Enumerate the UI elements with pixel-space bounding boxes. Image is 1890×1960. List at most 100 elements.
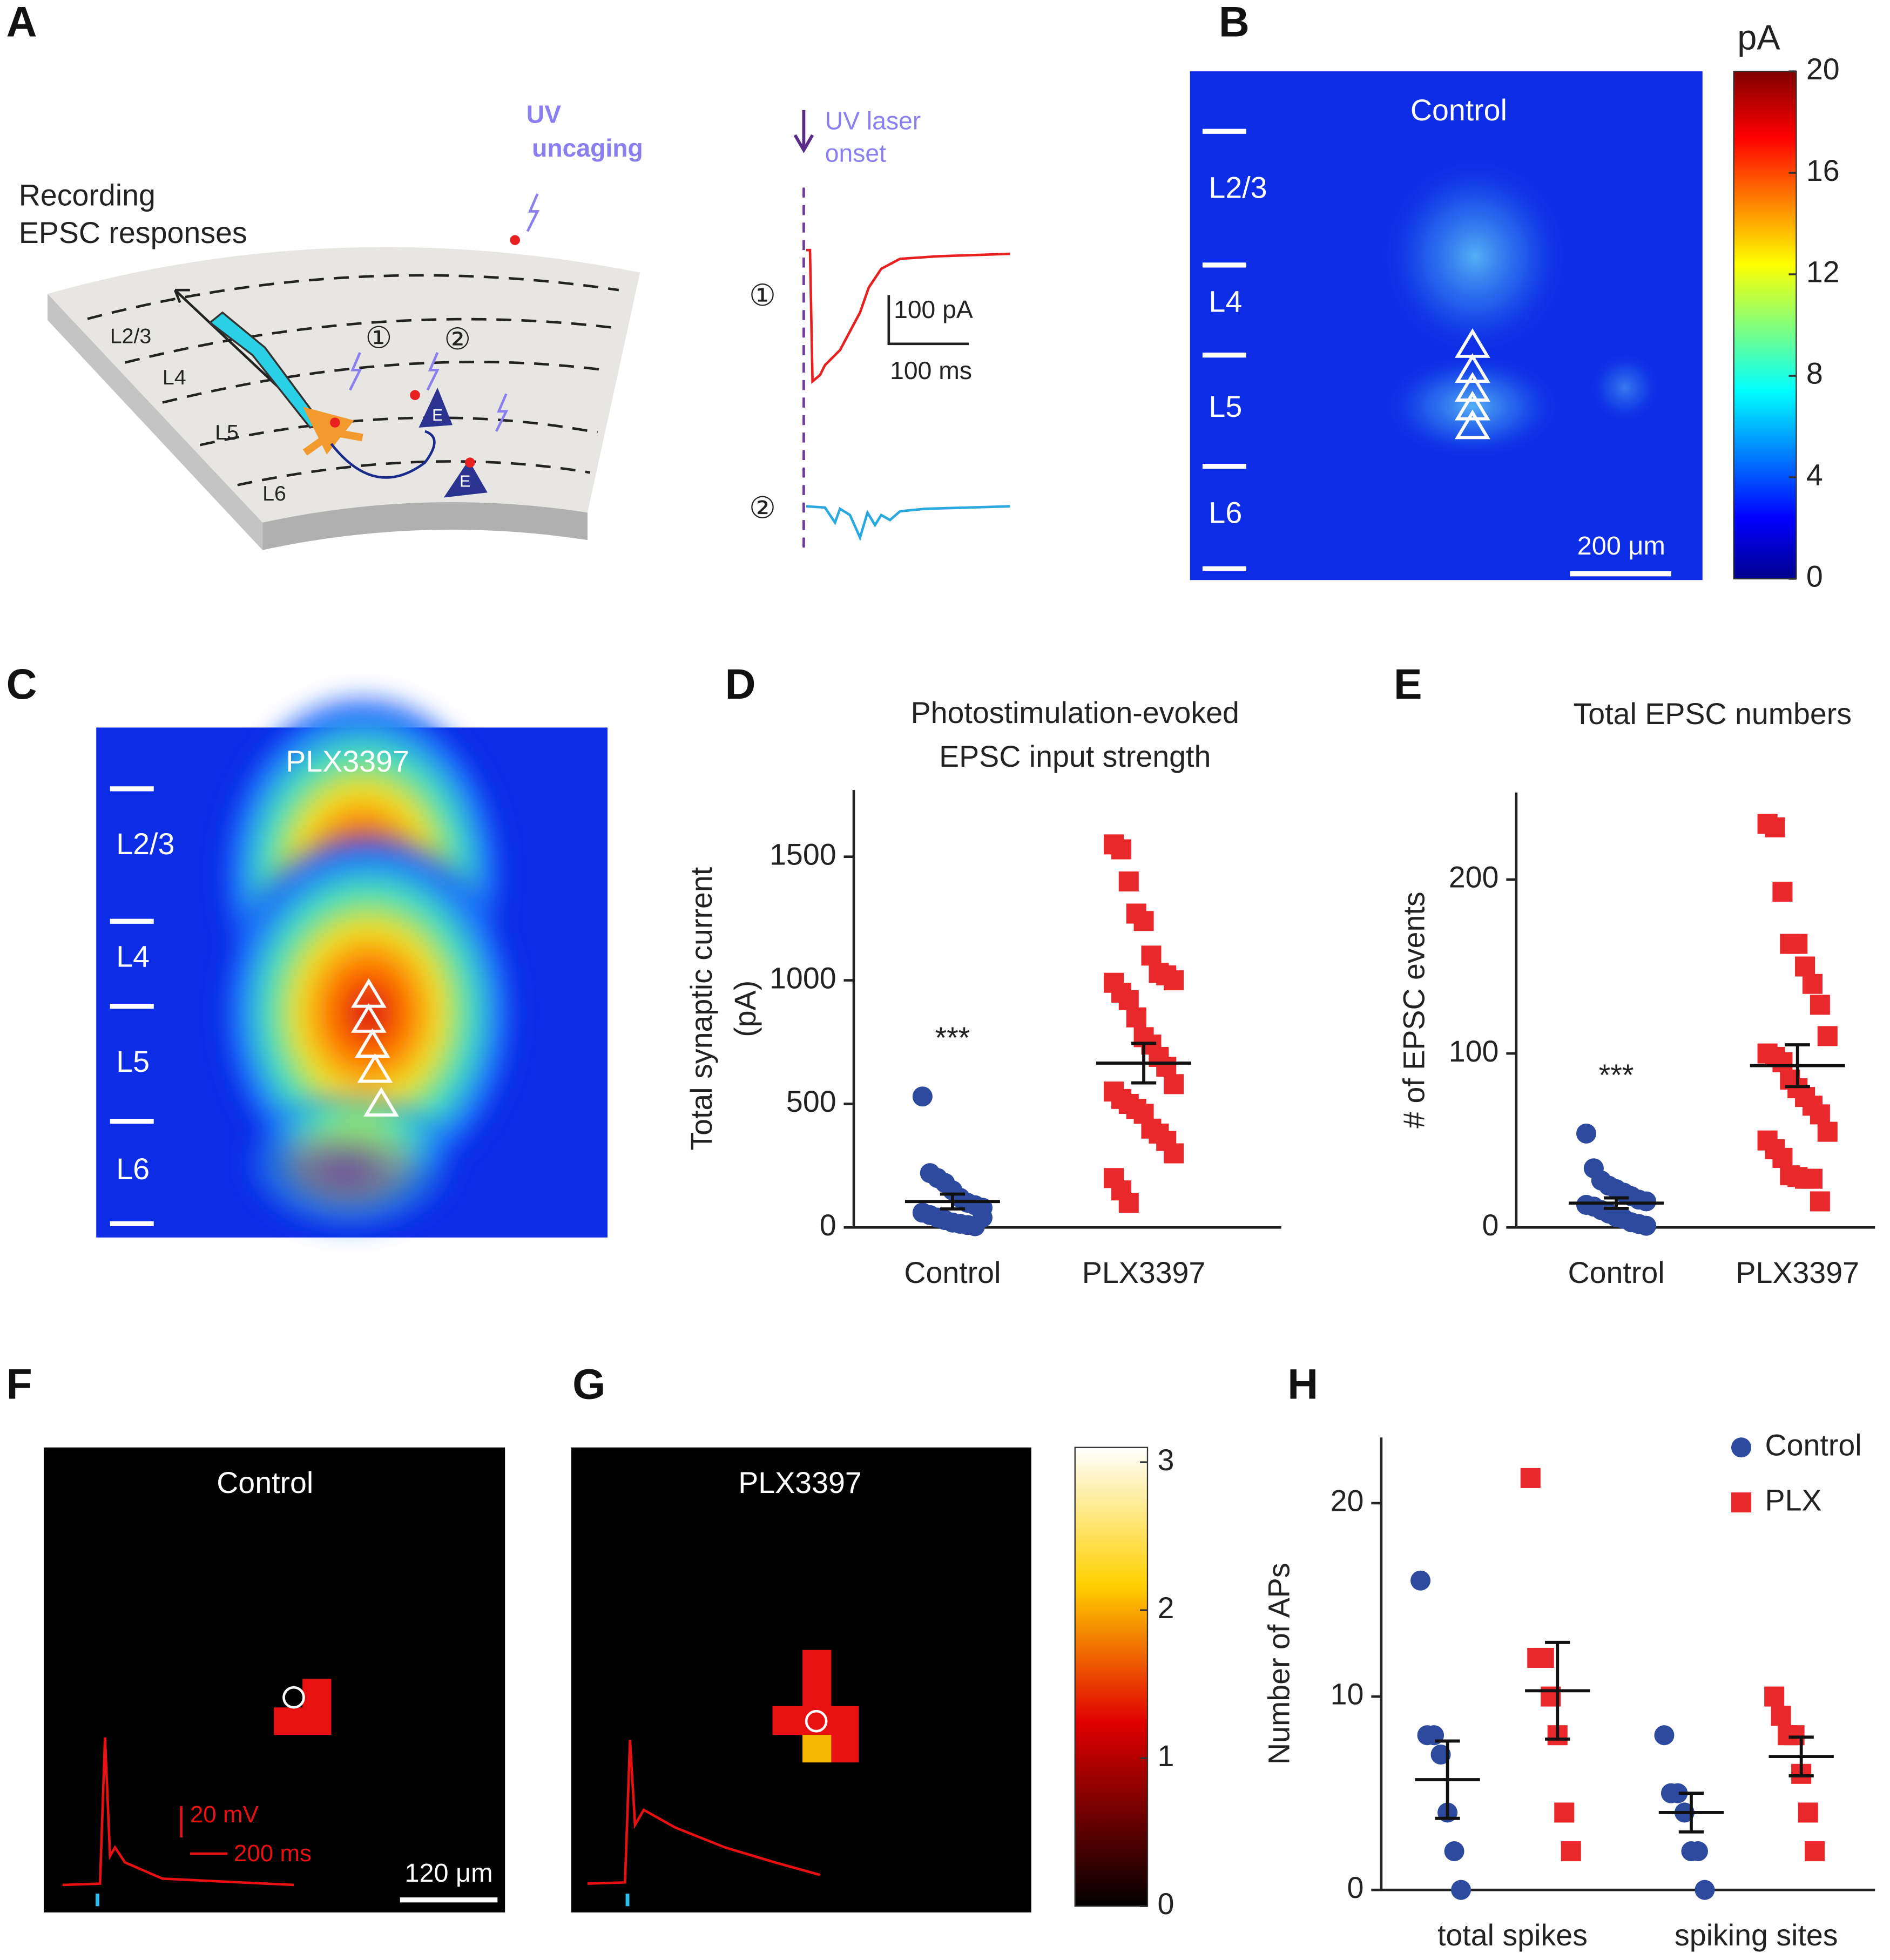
error-bar (1678, 1792, 1704, 1834)
y-tick-label: 0 (1347, 1871, 1364, 1904)
heat-blob (1379, 350, 1567, 463)
colorbar-tick-label: 16 (1806, 154, 1840, 187)
arrow (173, 288, 190, 303)
recorded-neuron (302, 407, 363, 456)
legend-label: Control (1765, 1428, 1862, 1462)
scale-label: 200 μm (1577, 531, 1665, 560)
panel-label: D (725, 660, 756, 708)
layer-label: L4 (116, 940, 150, 973)
data-point (1802, 974, 1823, 994)
x-tick-label: total spikes (1437, 1918, 1588, 1952)
y-tick-label: 100 (1449, 1035, 1499, 1068)
soma-markers (1454, 328, 1490, 440)
chart-title: EPSC input strength (939, 740, 1211, 773)
map-title: Control (217, 1466, 313, 1499)
data-point (1772, 1052, 1793, 1072)
scale-label: 120 μm (404, 1858, 492, 1888)
data-point (1805, 1841, 1825, 1862)
site-label: ② (444, 322, 471, 356)
trace-2 (806, 505, 1010, 542)
data-point (1118, 1193, 1139, 1213)
data-point (1126, 1007, 1146, 1028)
data-point (1810, 1191, 1830, 1212)
panel-f: 20 mV 200 ms 120 μm Control (44, 1447, 505, 1912)
colorbar-tick-label: 12 (1806, 255, 1840, 289)
cell-label: E (432, 407, 443, 424)
error-bar (940, 1192, 966, 1211)
data-point (1164, 1074, 1184, 1094)
data-point (1430, 1744, 1451, 1765)
laser-arrow (793, 110, 814, 153)
x-tick-label: Control (1568, 1256, 1665, 1289)
voltage-trace (587, 1740, 821, 1885)
colorbar-tick-label: 3 (1158, 1443, 1174, 1477)
slice-top (47, 247, 640, 523)
data-point (1771, 1706, 1791, 1726)
heat-blob (1375, 150, 1575, 363)
data-point (1141, 945, 1162, 966)
colorbar (1074, 1447, 1149, 1907)
data-point (1695, 1880, 1715, 1900)
data-point (1817, 1121, 1838, 1142)
panel-label: A (6, 0, 37, 45)
heatmap-title: Control (1410, 93, 1507, 127)
data-point (1636, 1215, 1657, 1236)
panel-label: E (1394, 660, 1422, 708)
data-point (1410, 1570, 1431, 1591)
layer-ticks (1202, 129, 1246, 572)
y-tick-label: 1500 (770, 837, 836, 871)
panel-label: F (6, 1360, 32, 1408)
layer-label: L4 (163, 366, 186, 389)
layer-label: L2/3 (1209, 171, 1267, 205)
layer-label: L4 (1209, 285, 1242, 318)
panel-label: C (6, 660, 37, 708)
data-point (1576, 1123, 1597, 1144)
data-point (1164, 970, 1184, 991)
scale-bar (887, 295, 969, 346)
uv-bolts (349, 193, 540, 432)
spike-site (273, 1678, 332, 1735)
data-point (1451, 1880, 1472, 1900)
x-tick-label: spiking sites (1675, 1918, 1838, 1952)
data-point (1118, 871, 1139, 892)
error-bar (1435, 1739, 1460, 1820)
x-tick-label: Control (904, 1256, 1001, 1289)
data-point (1561, 1841, 1581, 1862)
pipette (208, 311, 325, 429)
layer-label: L6 (1209, 496, 1242, 530)
panel-b: Control L2/3 L4 L5 L6 200 μm pA (1190, 17, 1797, 580)
y-tick-label: 0 (820, 1208, 836, 1242)
panel-label: G (572, 1360, 605, 1408)
data-point (1520, 1468, 1541, 1488)
panel-g: PLX3397 (571, 1447, 1149, 1912)
slice-side (47, 294, 263, 550)
excitatory-neuron (443, 460, 488, 498)
data-point (1787, 934, 1808, 954)
data-point (1731, 1492, 1752, 1513)
panel-label: B (1219, 0, 1250, 45)
map-title: PLX3397 (738, 1466, 862, 1499)
panel-a: E E UV uncaging Recording EPSC responses… (19, 100, 1010, 550)
laser-label: UV laser (825, 106, 921, 134)
laser-label: onset (825, 139, 886, 167)
layer-borders (87, 274, 619, 486)
layer-label: L5 (215, 421, 239, 444)
heatmap-title: PLX3397 (286, 745, 409, 778)
recording-label: Recording (19, 179, 156, 212)
error-bar (1131, 1042, 1157, 1085)
colorbar-tick-label: 0 (1806, 560, 1823, 593)
axon (330, 430, 436, 479)
data-point (1798, 1802, 1818, 1823)
data-point (1156, 1057, 1177, 1077)
spike-map (44, 1447, 505, 1912)
layer-label: L5 (1209, 390, 1242, 423)
data-point (1795, 956, 1815, 977)
data-point (1118, 990, 1139, 1010)
layer-label: L6 (262, 482, 286, 505)
data-point (1772, 1147, 1793, 1168)
data-point (1810, 995, 1830, 1015)
panel-label: H (1287, 1360, 1318, 1408)
y-tick-label: 1000 (770, 961, 836, 995)
data-point (1636, 1191, 1657, 1212)
